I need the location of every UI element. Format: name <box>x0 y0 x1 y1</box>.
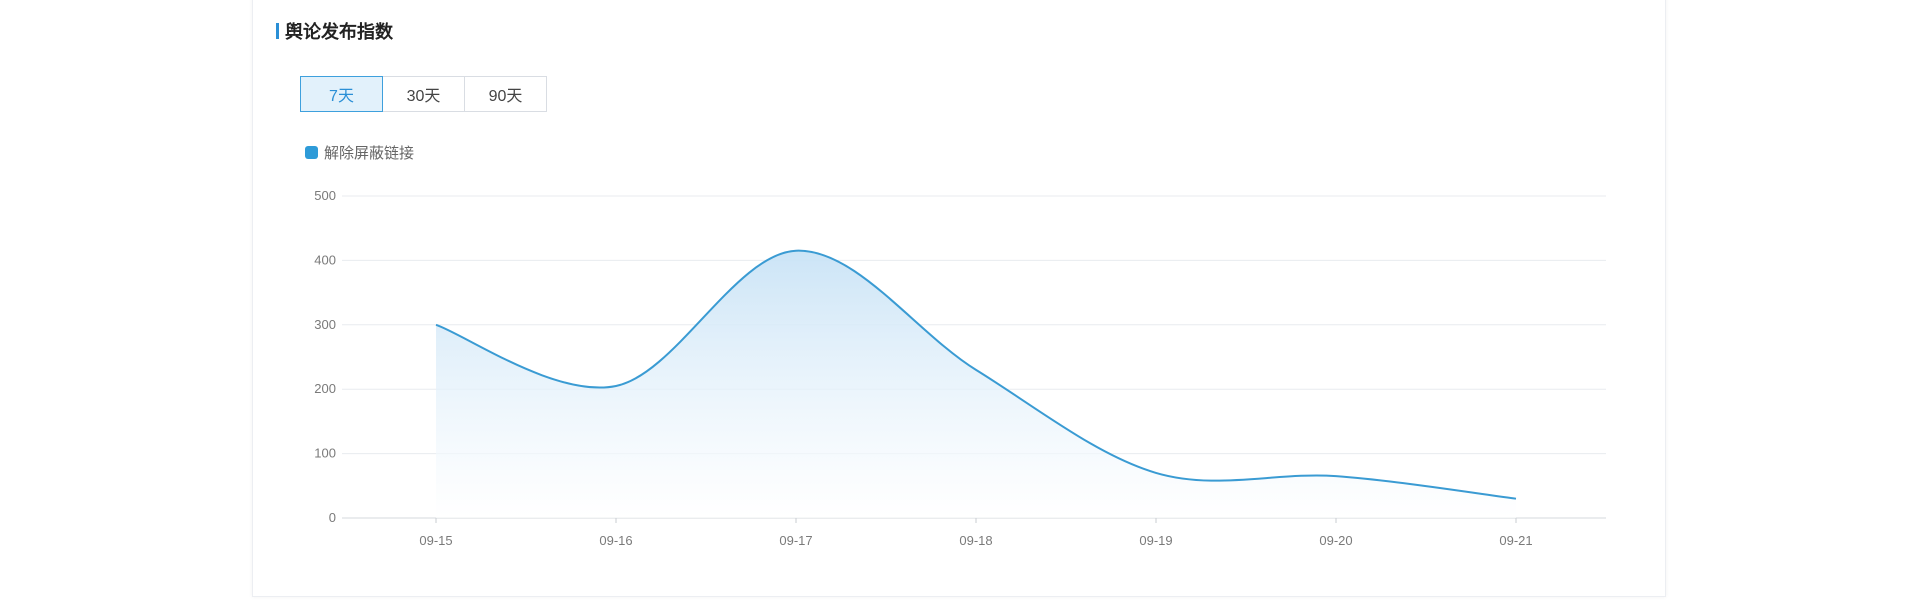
data-point-09-19[interactable] <box>1153 470 1159 476</box>
data-point-09-17[interactable] <box>793 248 799 254</box>
series-area-fill <box>436 250 1516 518</box>
x-tick-label: 09-19 <box>1139 533 1172 548</box>
data-point-09-15[interactable] <box>433 322 439 328</box>
y-tick-label: 0 <box>329 510 336 525</box>
page-title: 舆论发布指数 <box>285 22 393 42</box>
y-tick-label: 200 <box>314 381 336 396</box>
x-tick-label: 09-18 <box>959 533 992 548</box>
tab-30-days[interactable]: 30天 <box>382 76 465 112</box>
title-accent-bar <box>276 23 279 39</box>
section-header: 舆论发布指数 <box>276 20 393 42</box>
legend-swatch <box>305 146 318 159</box>
x-tick-label: 09-21 <box>1499 533 1532 548</box>
x-tick-label: 09-16 <box>599 533 632 548</box>
x-tick-label: 09-20 <box>1319 533 1352 548</box>
y-tick-label: 400 <box>314 252 336 267</box>
data-point-09-16[interactable] <box>613 383 619 389</box>
data-point-09-21[interactable] <box>1513 496 1519 502</box>
data-point-09-20[interactable] <box>1333 473 1339 479</box>
tab-90-days[interactable]: 90天 <box>464 76 547 112</box>
time-range-tabs: 7天 30天 90天 <box>300 76 547 112</box>
legend-label: 解除屏蔽链接 <box>324 145 415 162</box>
x-tick-label: 09-17 <box>779 533 812 548</box>
y-tick-label: 500 <box>314 188 336 203</box>
y-tick-label: 100 <box>314 446 336 461</box>
y-tick-label: 300 <box>314 317 336 332</box>
chart-legend[interactable]: 解除屏蔽链接 <box>305 142 414 163</box>
series-line <box>435 249 1517 500</box>
tab-7-days[interactable]: 7天 <box>300 76 383 112</box>
data-point-09-18[interactable] <box>973 367 979 373</box>
x-tick-label: 09-15 <box>419 533 452 548</box>
